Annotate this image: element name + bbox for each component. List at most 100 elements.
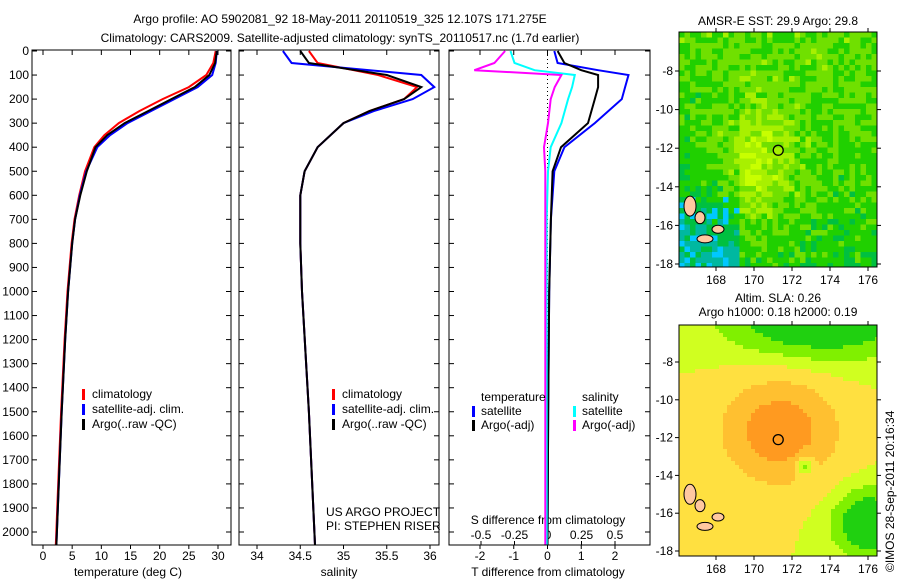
map-cell — [728, 175, 735, 181]
map-cell — [816, 230, 823, 236]
map-cell — [779, 353, 784, 358]
map-cell — [767, 87, 773, 93]
map-cell — [731, 485, 736, 490]
map-cell — [847, 477, 852, 482]
map-cell — [731, 365, 736, 370]
map-cell — [867, 357, 872, 362]
map-cell — [871, 481, 876, 486]
map-cell — [827, 131, 834, 137]
map-cell — [739, 473, 744, 478]
map-cell — [815, 553, 820, 556]
map-cell — [687, 333, 692, 338]
map-cell — [745, 37, 751, 44]
map-cell — [843, 345, 848, 350]
map-cell — [763, 493, 768, 498]
map-cell — [735, 489, 740, 494]
map-cell — [827, 59, 834, 66]
map-cell — [727, 457, 732, 462]
x-tick-label: 1 — [578, 549, 585, 563]
map-cell — [707, 533, 712, 538]
map-cell — [751, 537, 756, 542]
map-cell — [867, 445, 872, 450]
map-cell — [687, 349, 692, 354]
map-cell — [800, 235, 806, 242]
map-cell — [787, 461, 792, 466]
map-cell — [787, 393, 792, 398]
map-cell — [827, 421, 832, 426]
map-cell — [684, 131, 691, 137]
map-cell — [719, 545, 724, 550]
map-cell — [690, 153, 696, 159]
map-cell — [799, 533, 804, 538]
map-cell — [811, 369, 816, 374]
map-cell — [827, 545, 832, 550]
map-cell — [835, 385, 840, 390]
map-cell — [703, 509, 708, 514]
map-cell — [771, 549, 776, 554]
map-cell — [871, 109, 877, 115]
map-cell — [767, 449, 772, 454]
map-cell — [731, 349, 736, 354]
map-cell — [691, 449, 696, 454]
map-cell — [707, 337, 712, 342]
map-cell — [772, 109, 779, 115]
map-cell — [822, 136, 828, 143]
map-cell — [851, 325, 856, 330]
map-cell — [717, 219, 724, 225]
map-cell — [687, 533, 692, 538]
map-cell — [727, 409, 732, 414]
map-cell — [823, 465, 828, 470]
map-cell — [751, 353, 756, 358]
map-cell — [772, 252, 779, 258]
map-cell — [811, 409, 816, 414]
map-cell — [844, 70, 850, 77]
map-cell — [767, 219, 773, 225]
map-cell — [723, 549, 728, 554]
map-cell — [811, 453, 816, 458]
map-cell — [691, 457, 696, 462]
map-cell — [860, 120, 867, 126]
map-cell — [719, 325, 724, 330]
map-cell — [723, 246, 729, 253]
map-cell — [787, 349, 792, 354]
map-cell — [855, 263, 861, 267]
map-cell — [791, 405, 796, 410]
map-cell — [827, 381, 832, 386]
map-cell — [751, 385, 756, 390]
map-cell — [831, 505, 836, 510]
map-cell — [803, 385, 808, 390]
map-cell — [706, 153, 713, 159]
map-cell — [763, 397, 768, 402]
map-cell — [863, 393, 868, 398]
map-cell — [811, 131, 817, 137]
map-cell — [727, 377, 732, 382]
map-cell — [775, 509, 780, 514]
map-cell — [867, 385, 872, 390]
map-cell — [787, 341, 792, 346]
map-cell — [767, 381, 772, 386]
map-cell — [684, 241, 691, 247]
map-cell — [799, 513, 804, 518]
map-cell — [855, 219, 861, 225]
map-cell — [679, 70, 685, 77]
map-cell — [690, 230, 696, 236]
map-cell — [787, 545, 792, 550]
map-cell — [791, 533, 796, 538]
map-cell — [751, 465, 756, 470]
map-cell — [727, 421, 732, 426]
map-cell — [844, 186, 850, 192]
map-cell — [707, 365, 712, 370]
map-cell — [800, 197, 806, 203]
map-cell — [771, 525, 776, 530]
map-cell — [855, 537, 860, 542]
map-cell — [833, 114, 839, 121]
map-cell — [871, 169, 877, 176]
map-cell — [811, 413, 816, 418]
map-cell — [803, 497, 808, 502]
map-cell — [771, 493, 776, 498]
map-cell — [715, 473, 720, 478]
map-cell — [687, 453, 692, 458]
map-cell — [699, 461, 704, 466]
map-cell — [855, 509, 860, 514]
map-cell — [687, 409, 692, 414]
